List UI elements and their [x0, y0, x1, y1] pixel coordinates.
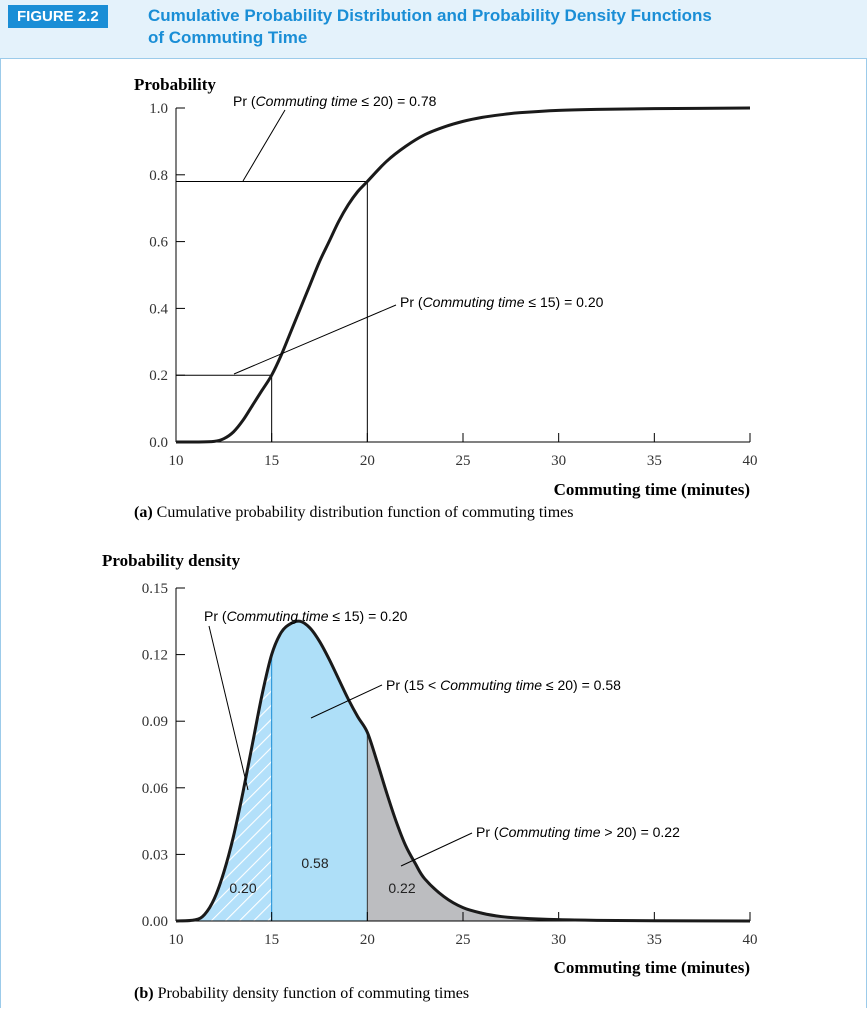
chart-a-y-tick-label: 0.0 — [149, 435, 168, 451]
annotation-cdf-20-post: ≤ 20) = 0.78 — [357, 93, 436, 109]
leader-pdf-gt20 — [400, 832, 473, 867]
chart-a-x-tick-label: 35 — [647, 453, 662, 469]
chart-a-y-tick-label: 0.2 — [149, 368, 168, 384]
annotation-cdf-15: Pr (Commuting time ≤ 15) = 0.20 — [400, 294, 604, 310]
chart-b-y-tick-label: 0.06 — [142, 781, 169, 797]
chart-b-caption-text: Probability density function of commutin… — [154, 985, 470, 1002]
chart-a-x-tick-label: 15 — [264, 453, 279, 469]
annotation-cdf-20-pre: Pr ( — [233, 93, 256, 109]
chart-b-x-tick-label: 10 — [169, 932, 184, 948]
region-fill-2 — [367, 732, 750, 921]
chart-a-x-tick-label: 30 — [551, 453, 566, 469]
chart-a-y-tick-label: 0.4 — [149, 301, 168, 317]
figure-header — [0, 0, 867, 59]
region-label-1: 0.58 — [301, 855, 328, 871]
annotation-pdf-15-20-var: Commuting time — [440, 677, 542, 693]
annotation-pdf-le15-var: Commuting time — [227, 608, 329, 624]
chart-a-x-tick-label: 10 — [169, 453, 184, 469]
leader-pdf-le15 — [208, 625, 249, 791]
chart-a-caption-prefix: (a) — [134, 504, 153, 521]
chart-a-y-tick-label: 0.8 — [149, 168, 168, 184]
chart-a-x-tick-label: 25 — [456, 453, 471, 469]
chart-b-x-tick-label: 35 — [647, 932, 662, 948]
leader-cdf-15 — [233, 304, 397, 375]
figure-title-line1: Cumulative Probability Distribution and … — [148, 6, 712, 25]
annotation-pdf-le15-pre: Pr ( — [204, 608, 227, 624]
region-label-0: 0.20 — [229, 880, 256, 896]
chart-b-x-tick-label: 30 — [551, 932, 566, 948]
leader-cdf-20 — [242, 109, 286, 182]
figure-title: Cumulative Probability Distribution and … — [148, 5, 848, 49]
annotation-pdf-le15-post: ≤ 15) = 0.20 — [328, 608, 407, 624]
chart-b-caption: (b) Probability density function of comm… — [134, 985, 469, 1002]
chart-b-x-tick-label: 25 — [456, 932, 471, 948]
annotation-pdf-gt20: Pr (Commuting time > 20) = 0.22 — [476, 824, 680, 840]
annotation-pdf-15-20-post: ≤ 20) = 0.58 — [542, 677, 621, 693]
chart-a-x-tick-label: 40 — [743, 453, 758, 469]
chart-a-guides — [176, 180, 368, 442]
chart-a-y-tick-label: 0.6 — [149, 235, 168, 251]
chart-b-xlabel: Commuting time (minutes) — [554, 958, 750, 977]
region-fill-0 — [176, 654, 272, 921]
chart-b-y-tick-label: 0.03 — [142, 847, 168, 863]
chart-b-caption-prefix: (b) — [134, 985, 154, 1002]
annotation-cdf-20: Pr (Commuting time ≤ 20) = 0.78 — [233, 93, 437, 109]
annotation-pdf-15-20-pre: Pr (15 < — [386, 677, 440, 693]
figure-title-line2: of Commuting Time — [148, 28, 308, 47]
chart-b-region-labels: 0.20 0.58 0.22 — [229, 855, 415, 896]
region-fill-1 — [271, 621, 368, 921]
annotation-pdf-gt20-post: > 20) = 0.22 — [600, 824, 680, 840]
chart-a-caption-text: Cumulative probability distribution func… — [153, 504, 574, 521]
annotation-cdf-15-var: Commuting time — [423, 294, 525, 310]
annotation-cdf-15-post: ≤ 15) = 0.20 — [524, 294, 603, 310]
chart-a-xlabel: Commuting time (minutes) — [554, 480, 750, 499]
chart-a-x-tick-label: 20 — [360, 453, 375, 469]
chart-b-y-tick-label: 0.00 — [142, 914, 168, 930]
chart-b-x-tick-label: 40 — [743, 932, 758, 948]
annotation-cdf-15-pre: Pr ( — [400, 294, 423, 310]
annotation-pdf-gt20-pre: Pr ( — [476, 824, 499, 840]
chart-a-y-tick-label: 1.0 — [149, 101, 168, 117]
region-label-2: 0.22 — [388, 880, 415, 896]
chart-a-axes: 0.0 0.2 0.4 0.6 0.8 1.0 10 15 20 25 30 35 40 — [149, 101, 757, 469]
chart-b-y-tick-label: 0.12 — [142, 648, 168, 664]
chart-a-ylabel: Probability — [134, 75, 216, 94]
chart-b-regions — [176, 621, 750, 921]
annotation-pdf-15-20: Pr (15 < Commuting time ≤ 20) = 0.58 — [386, 677, 621, 693]
chart-b-y-tick-label: 0.09 — [142, 714, 168, 730]
chart-b-x-tick-label: 20 — [360, 932, 375, 948]
chart-b-ylabel: Probability density — [102, 551, 241, 570]
annotation-pdf-le15: Pr (Commuting time ≤ 15) = 0.20 — [204, 608, 408, 624]
figure-badge: FIGURE 2.2 — [8, 5, 108, 28]
chart-b-y-tick-label: 0.15 — [142, 581, 168, 597]
leader-pdf-15-20 — [310, 684, 383, 719]
chart-b-x-tick-label: 15 — [264, 932, 279, 948]
chart-a-caption: (a) Cumulative probability distribution … — [134, 504, 574, 521]
annotation-pdf-gt20-var: Commuting time — [499, 824, 601, 840]
chart-b-pdf-curve — [175, 619, 751, 923]
chart-b-axes: 0.00 0.03 0.06 0.09 0.12 0.15 10 15 20 25 30 35 40 — [142, 581, 758, 948]
chart-a-cdf-curve — [175, 106, 751, 444]
annotation-cdf-20-var: Commuting time — [256, 93, 358, 109]
